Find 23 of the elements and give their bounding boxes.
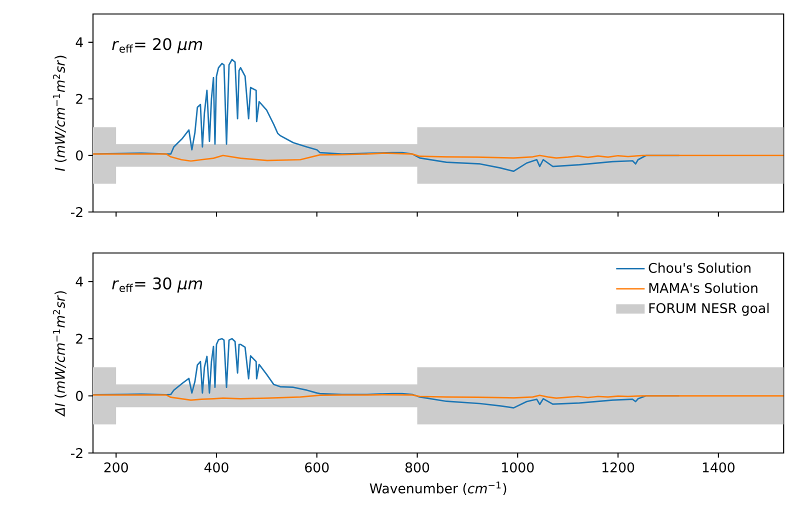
y-tick-label: -2 — [70, 207, 82, 217]
legend-label: FORUM NESR goal — [649, 302, 769, 316]
annotation: r$_{eff}$= 30 μm — [112, 277, 202, 293]
x-tick-label: 1200 — [602, 462, 634, 472]
x-tick-label: 800 — [405, 462, 430, 472]
y-tick-label: -2 — [70, 448, 82, 458]
x-tick-label: 1400 — [702, 462, 735, 472]
y-tick-label: 0 — [76, 150, 83, 160]
x-tick-label: 600 — [305, 462, 329, 472]
y-tick-label: 4 — [76, 276, 83, 286]
x-tick-label: 200 — [104, 462, 128, 472]
y-tick-label: 0 — [76, 390, 83, 401]
x-tick-label: 400 — [204, 462, 228, 472]
y-tick-label: 2 — [76, 94, 82, 104]
y-tick-label: 2 — [76, 334, 82, 344]
y-axis-title: ΔI (mW/cm$^{−1}$m$^{2}$sr) — [52, 291, 67, 417]
y-tick-label: 4 — [76, 37, 83, 48]
x-axis-title: Wavenumber (cm$^{−1}$) — [370, 482, 506, 496]
y-axis-title: I (mW/cm$^{−1}$m$^{2}$sr) — [52, 56, 67, 171]
legend-label: MAMA's Solution — [649, 282, 758, 294]
annotation: r$_{eff}$= 20 μm — [112, 38, 202, 54]
x-tick-label: 1000 — [502, 462, 534, 472]
legend-label: Chou's Solution — [648, 262, 750, 273]
